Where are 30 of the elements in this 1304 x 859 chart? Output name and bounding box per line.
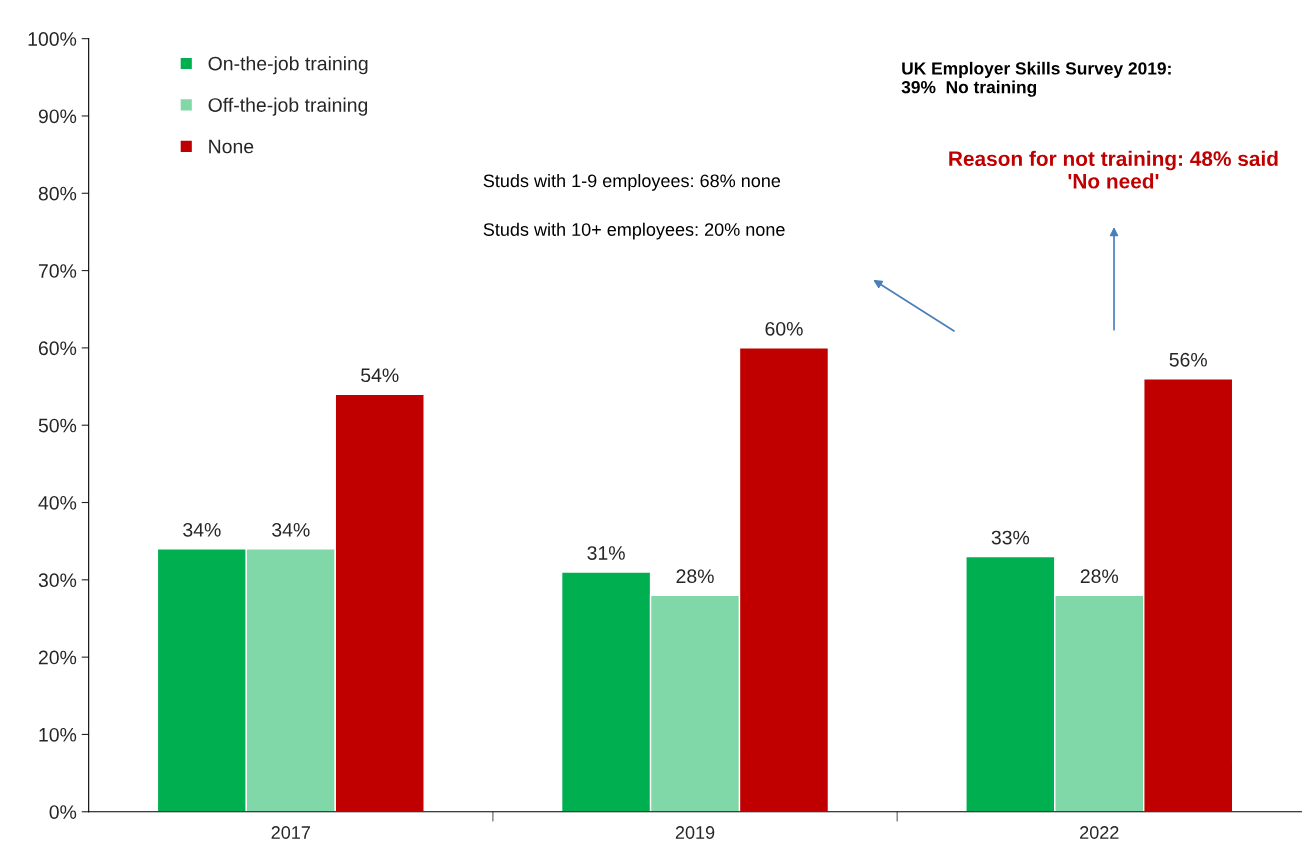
data-label: 60% <box>765 321 803 336</box>
data-label: 33% <box>991 530 1030 545</box>
data-label: 31% <box>587 546 625 560</box>
legend-label: Off-the-job training <box>208 97 368 116</box>
y-tick-label: 0% <box>49 805 77 819</box>
annotation: Studs with 10+ employees: 20% none <box>483 222 785 240</box>
y-tick-label: 80% <box>38 186 77 201</box>
annotation: Studs with 1-9 employees: 68% none <box>483 173 781 191</box>
y-tick-label: 50% <box>38 418 77 433</box>
annotation: Reason for not training: 48% said 'No need' <box>949 150 1278 189</box>
data-label: 34% <box>272 522 310 537</box>
data-label: 54% <box>361 368 399 383</box>
y-tick-label: 30% <box>38 573 77 588</box>
data-label: 34% <box>183 522 221 537</box>
x-tick-label: 2017 <box>271 826 310 839</box>
y-tick-label: 100% <box>28 32 77 46</box>
legend-label: On-the-job training <box>208 56 368 75</box>
legend-label: None <box>209 139 254 154</box>
y-tick-label: 60% <box>38 341 77 356</box>
y-tick-label: 90% <box>38 109 77 124</box>
y-tick-label: 20% <box>38 650 77 665</box>
annotation: UK Employer Skills Survey 2019: 39% No training <box>901 61 1171 97</box>
x-tick-label: 2019 <box>675 826 715 839</box>
y-tick-label: 70% <box>38 264 77 278</box>
y-tick-label: 10% <box>39 727 77 742</box>
x-tick-label: 2022 <box>1080 826 1119 839</box>
y-tick-label: 40% <box>38 495 77 510</box>
data-label: 56% <box>1169 352 1207 367</box>
data-label: 28% <box>676 569 714 584</box>
data-label: 28% <box>1080 569 1119 584</box>
